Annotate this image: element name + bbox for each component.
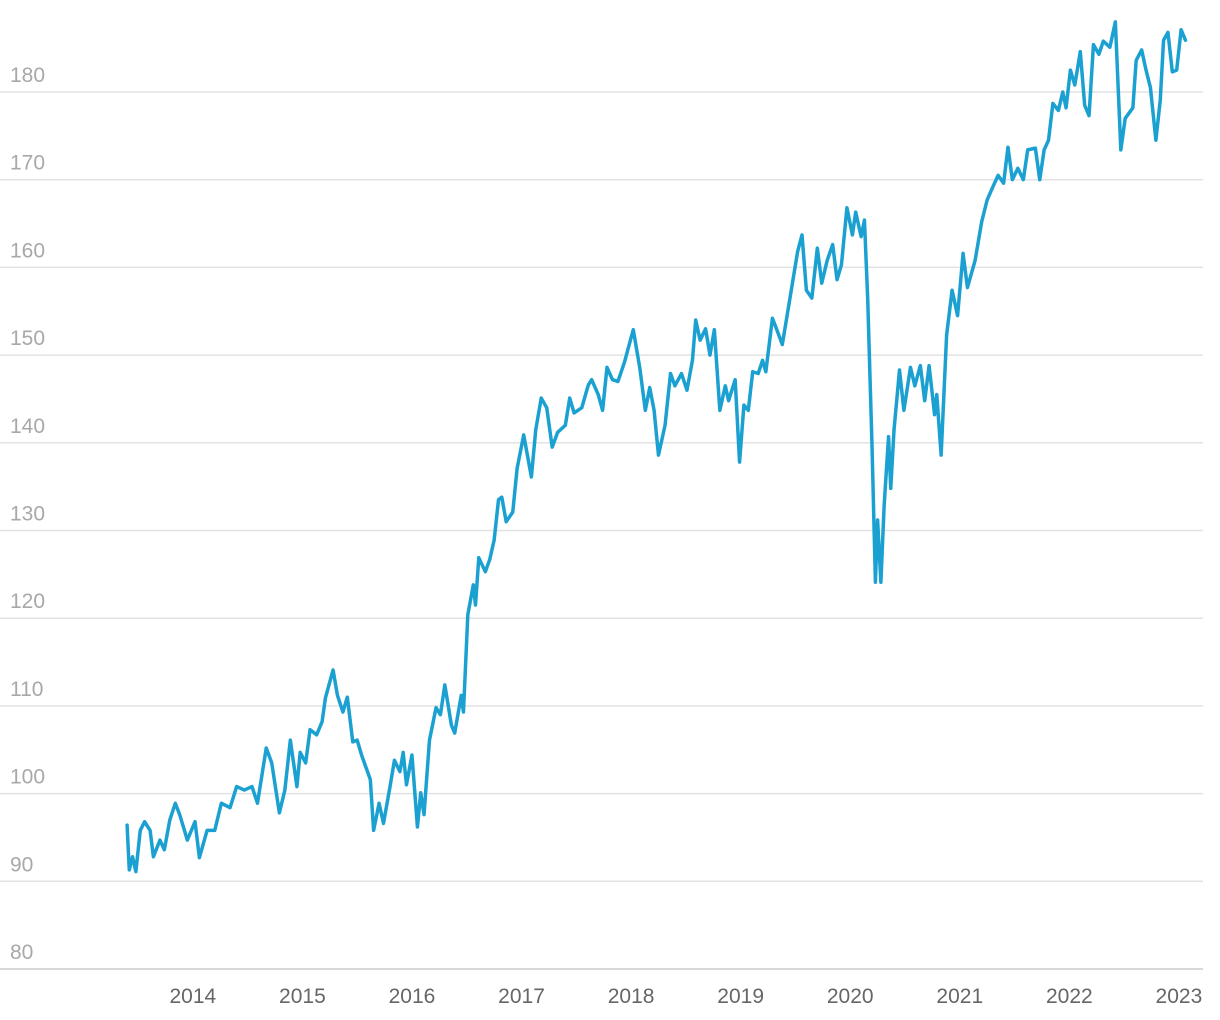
y-tick-label: 90 [10, 853, 33, 876]
y-tick-label: 140 [10, 415, 45, 438]
x-tick-label: 2023 [1156, 985, 1203, 1008]
y-tick-label: 100 [10, 766, 45, 789]
x-tick-label: 2015 [279, 985, 326, 1008]
x-tick-label: 2018 [608, 985, 655, 1008]
y-tick-label: 130 [10, 503, 45, 526]
x-tick-label: 2021 [936, 985, 983, 1008]
x-tick-label: 2020 [827, 985, 874, 1008]
y-tick-label: 80 [10, 941, 33, 964]
y-tick-label: 160 [10, 239, 45, 262]
x-tick-label: 2014 [169, 985, 216, 1008]
line [125, 20, 1188, 874]
y-tick-label: 120 [10, 590, 45, 613]
y-tick-label: 180 [10, 64, 45, 87]
y-tick-label: 150 [10, 327, 45, 350]
x-tick-label: 2019 [717, 985, 764, 1008]
x-tick-label: 2022 [1046, 985, 1093, 1008]
x-tick-label: 2017 [498, 985, 545, 1008]
y-tick-label: 170 [10, 152, 45, 175]
x-tick-label: 2016 [389, 985, 436, 1008]
y-tick-label: 110 [10, 678, 43, 701]
